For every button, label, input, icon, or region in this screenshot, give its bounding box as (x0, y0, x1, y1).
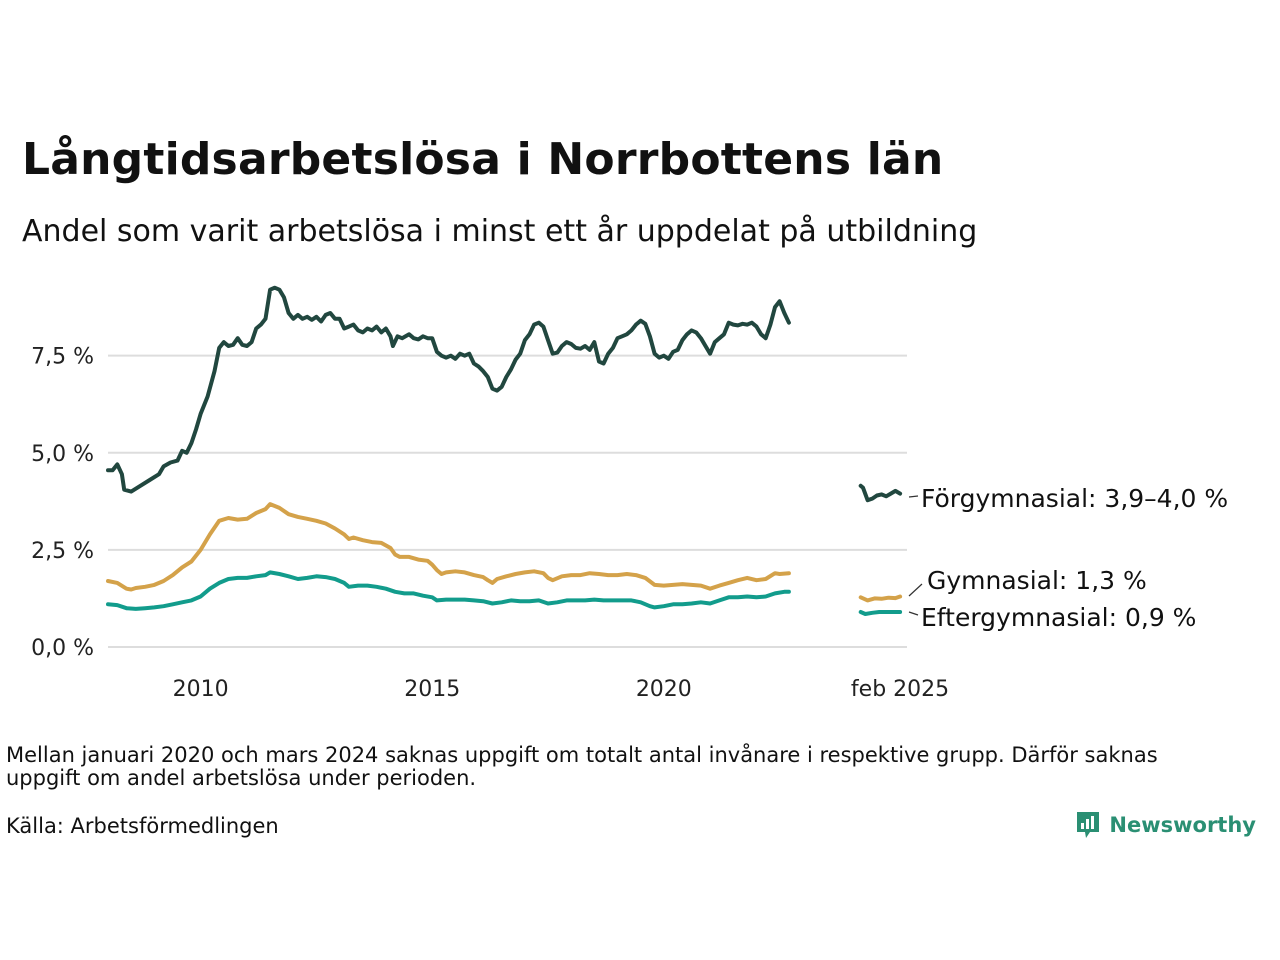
series-label-eftergymnasial: Eftergymnasial: 0,9 % (921, 603, 1196, 632)
brand-name: Newsworthy (1109, 813, 1256, 837)
chart-title: Långtidsarbetslösa i Norrbottens län (22, 134, 944, 185)
series-line-eftergymnasial (106, 570, 791, 611)
x-tick-label: feb 2025 (851, 677, 949, 702)
series-line-eftergymnasial-recent (858, 610, 903, 616)
newsworthy-brand: Newsworthy (1075, 810, 1256, 840)
x-tick-label: 2015 (404, 677, 460, 702)
x-axis-ticks: 2010 2015 2020 feb 2025 (173, 677, 950, 702)
line-chart: 0,0 % 2,5 % 5,0 % 7,5 % 2010 2015 2020 feb 202… (31, 285, 1228, 702)
y-axis-ticks: 0,0 % 2,5 % 5,0 % 7,5 % (31, 345, 94, 661)
x-tick-label: 2010 (173, 677, 229, 702)
series-line-forgymnasial (106, 285, 791, 494)
series-line-forgymnasial-recent (858, 483, 903, 503)
newsworthy-logo-icon (1077, 812, 1100, 838)
forgymnasial-label-leader (908, 495, 919, 498)
footnote: Mellan januari 2020 och mars 2024 saknas… (6, 743, 1158, 790)
series-line-gymnasial-recent (858, 594, 903, 603)
y-tick-label: 5,0 % (31, 442, 94, 467)
series-label-forgymnasial: Förgymnasial: 3,9–4,0 % (921, 484, 1228, 513)
series-label-gymnasial: Gymnasial: 1,3 % (927, 566, 1147, 595)
source-credit: Källa: Arbetsförmedlingen (6, 814, 279, 838)
series-line-gymnasial (106, 502, 791, 592)
y-tick-label: 2,5 % (31, 539, 94, 564)
series-lines (106, 285, 903, 616)
gridlines (108, 354, 907, 648)
y-tick-label: 7,5 % (31, 345, 94, 370)
chart-subtitle: Andel som varit arbetslösa i minst ett å… (22, 214, 978, 249)
y-tick-label: 0,0 % (31, 636, 94, 661)
eftergymnasial-label-leader (908, 611, 919, 616)
gymnasial-label-leader (908, 583, 923, 597)
x-tick-label: 2020 (636, 677, 692, 702)
